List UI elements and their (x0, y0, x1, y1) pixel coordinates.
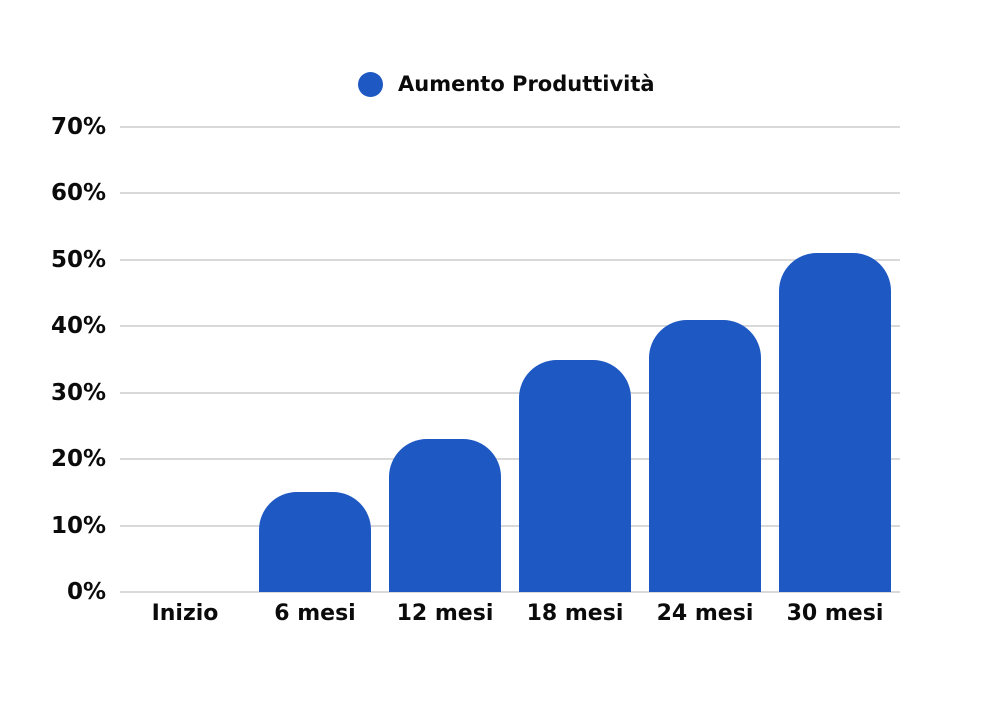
gridline (120, 192, 900, 195)
bar-6-mesi (259, 492, 371, 592)
gridline (120, 591, 900, 593)
x-axis-tick-label: Inizio (151, 601, 219, 626)
gridline (120, 126, 900, 128)
x-axis-tick-label: 24 mesi (656, 601, 754, 626)
gridline (120, 458, 900, 461)
legend-series-label: Aumento Produttività (398, 72, 655, 96)
plot-area (120, 126, 900, 593)
x-axis-tick-label: 12 mesi (396, 601, 494, 626)
x-axis-tick-label: 30 mesi (786, 601, 884, 626)
gridline (120, 391, 900, 394)
bar-series (120, 127, 900, 592)
y-axis-tick-label: 70% (50, 114, 106, 140)
bar-24-mesi (649, 319, 761, 592)
x-axis-labels: Inizio 6 mesi 12 mesi 18 mesi 24 mesi 30 mesi (120, 600, 900, 630)
x-axis-tick-label: 6 mesi (274, 601, 356, 626)
y-axis-tick-label: 10% (50, 512, 106, 539)
gridline (120, 258, 900, 261)
y-axis-tick-label: 50% (50, 246, 106, 273)
bar-18-mesi (519, 359, 631, 592)
chart-legend: Aumento Produttività (358, 70, 655, 98)
x-axis-tick-label: 18 mesi (526, 601, 624, 626)
gridline (120, 325, 900, 328)
bar-12-mesi (389, 439, 501, 592)
y-axis-tick-label: 60% (50, 180, 106, 207)
y-axis-tick-label: 0% (66, 579, 106, 605)
y-axis-tick-label: 20% (50, 446, 106, 473)
y-axis-tick-label: 30% (50, 379, 106, 406)
y-axis-tick-label: 40% (50, 313, 106, 340)
y-axis-labels: 0% 10% 20% 30% 40% 50% 60% 70% (0, 114, 106, 605)
bar-30-mesi (779, 253, 891, 592)
legend-series-dot-icon (358, 71, 383, 97)
gridline (120, 524, 900, 527)
